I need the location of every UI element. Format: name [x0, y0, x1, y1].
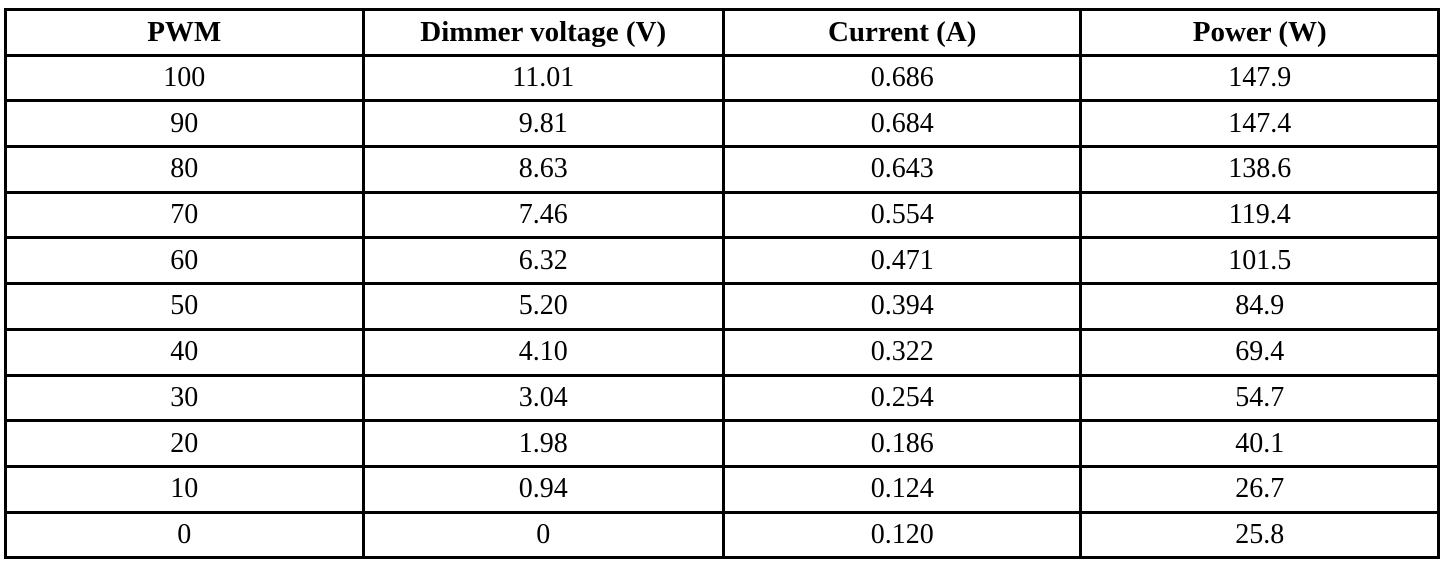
table-cell: 54.7 — [1079, 373, 1440, 423]
pwm-measurement-table: PWM Dimmer voltage (V) Current (A) Power… — [4, 8, 1440, 560]
table-cell: 50 — [4, 282, 365, 331]
table-cell: 101.5 — [1079, 236, 1440, 286]
table-cell: 119.4 — [1079, 190, 1440, 240]
measurement-table-container: PWM Dimmer voltage (V) Current (A) Power… — [4, 8, 1440, 560]
table-cell: 0 — [361, 510, 725, 560]
table-cell: 26.7 — [1079, 464, 1440, 514]
table-cell: 100 — [4, 53, 365, 103]
table-cell: 25.8 — [1079, 510, 1440, 560]
table-cell: 0.322 — [721, 327, 1083, 377]
table-cell: 0.471 — [721, 236, 1083, 286]
table-cell: 30 — [4, 373, 365, 423]
table-cell: 7.46 — [361, 190, 725, 240]
column-header-pwm: PWM — [4, 8, 365, 57]
table-cell: 0 — [4, 510, 365, 560]
table-cell: 69.4 — [1079, 327, 1440, 377]
table-row: 20 1.98 0.186 40.1 — [4, 419, 1440, 468]
table-cell: 11.01 — [361, 53, 725, 103]
table-cell: 80 — [4, 145, 365, 194]
table-cell: 9.81 — [361, 99, 725, 149]
table-cell: 5.20 — [361, 282, 725, 331]
table-cell: 0.643 — [721, 145, 1083, 194]
table-row: 100 11.01 0.686 147.9 — [4, 53, 1440, 103]
table-cell: 40.1 — [1079, 419, 1440, 468]
table-cell: 3.04 — [361, 373, 725, 423]
table-cell: 70 — [4, 190, 365, 240]
table-row: 80 8.63 0.643 138.6 — [4, 145, 1440, 194]
table-body: 100 11.01 0.686 147.9 90 9.81 0.684 147.4 80 8.63… — [4, 53, 1440, 560]
table-row: 30 3.04 0.254 54.7 — [4, 373, 1440, 423]
table-cell: 84.9 — [1079, 282, 1440, 331]
table-row: 70 7.46 0.554 119.4 — [4, 190, 1440, 240]
table-cell: 0.686 — [721, 53, 1083, 103]
table-cell: 1.98 — [361, 419, 725, 468]
table-cell: 0.394 — [721, 282, 1083, 331]
table-row: 50 5.20 0.394 84.9 — [4, 282, 1440, 331]
table-cell: 20 — [4, 419, 365, 468]
table-cell: 138.6 — [1079, 145, 1440, 194]
table-row: 10 0.94 0.124 26.7 — [4, 464, 1440, 514]
table-cell: 4.10 — [361, 327, 725, 377]
table-cell: 40 — [4, 327, 365, 377]
table-cell: 0.186 — [721, 419, 1083, 468]
table-cell: 0.94 — [361, 464, 725, 514]
table-row: 60 6.32 0.471 101.5 — [4, 236, 1440, 286]
table-row: 90 9.81 0.684 147.4 — [4, 99, 1440, 149]
table-cell: 147.9 — [1079, 53, 1440, 103]
column-header-dimmer-voltage: Dimmer voltage (V) — [361, 8, 725, 57]
table-cell: 0.554 — [721, 190, 1083, 240]
table-cell: 0.254 — [721, 373, 1083, 423]
table-row: 40 4.10 0.322 69.4 — [4, 327, 1440, 377]
table-cell: 0.684 — [721, 99, 1083, 149]
table-header: PWM Dimmer voltage (V) Current (A) Power… — [4, 8, 1440, 57]
column-header-power: Power (W) — [1079, 8, 1440, 57]
table-cell: 0.120 — [721, 510, 1083, 560]
header-row: PWM Dimmer voltage (V) Current (A) Power… — [4, 8, 1440, 57]
table-cell: 0.124 — [721, 464, 1083, 514]
table-row: 0 0 0.120 25.8 — [4, 510, 1440, 560]
table-cell: 8.63 — [361, 145, 725, 194]
table-cell: 6.32 — [361, 236, 725, 286]
table-cell: 60 — [4, 236, 365, 286]
table-cell: 147.4 — [1079, 99, 1440, 149]
table-cell: 90 — [4, 99, 365, 149]
column-header-current: Current (A) — [721, 8, 1083, 57]
table-cell: 10 — [4, 464, 365, 514]
